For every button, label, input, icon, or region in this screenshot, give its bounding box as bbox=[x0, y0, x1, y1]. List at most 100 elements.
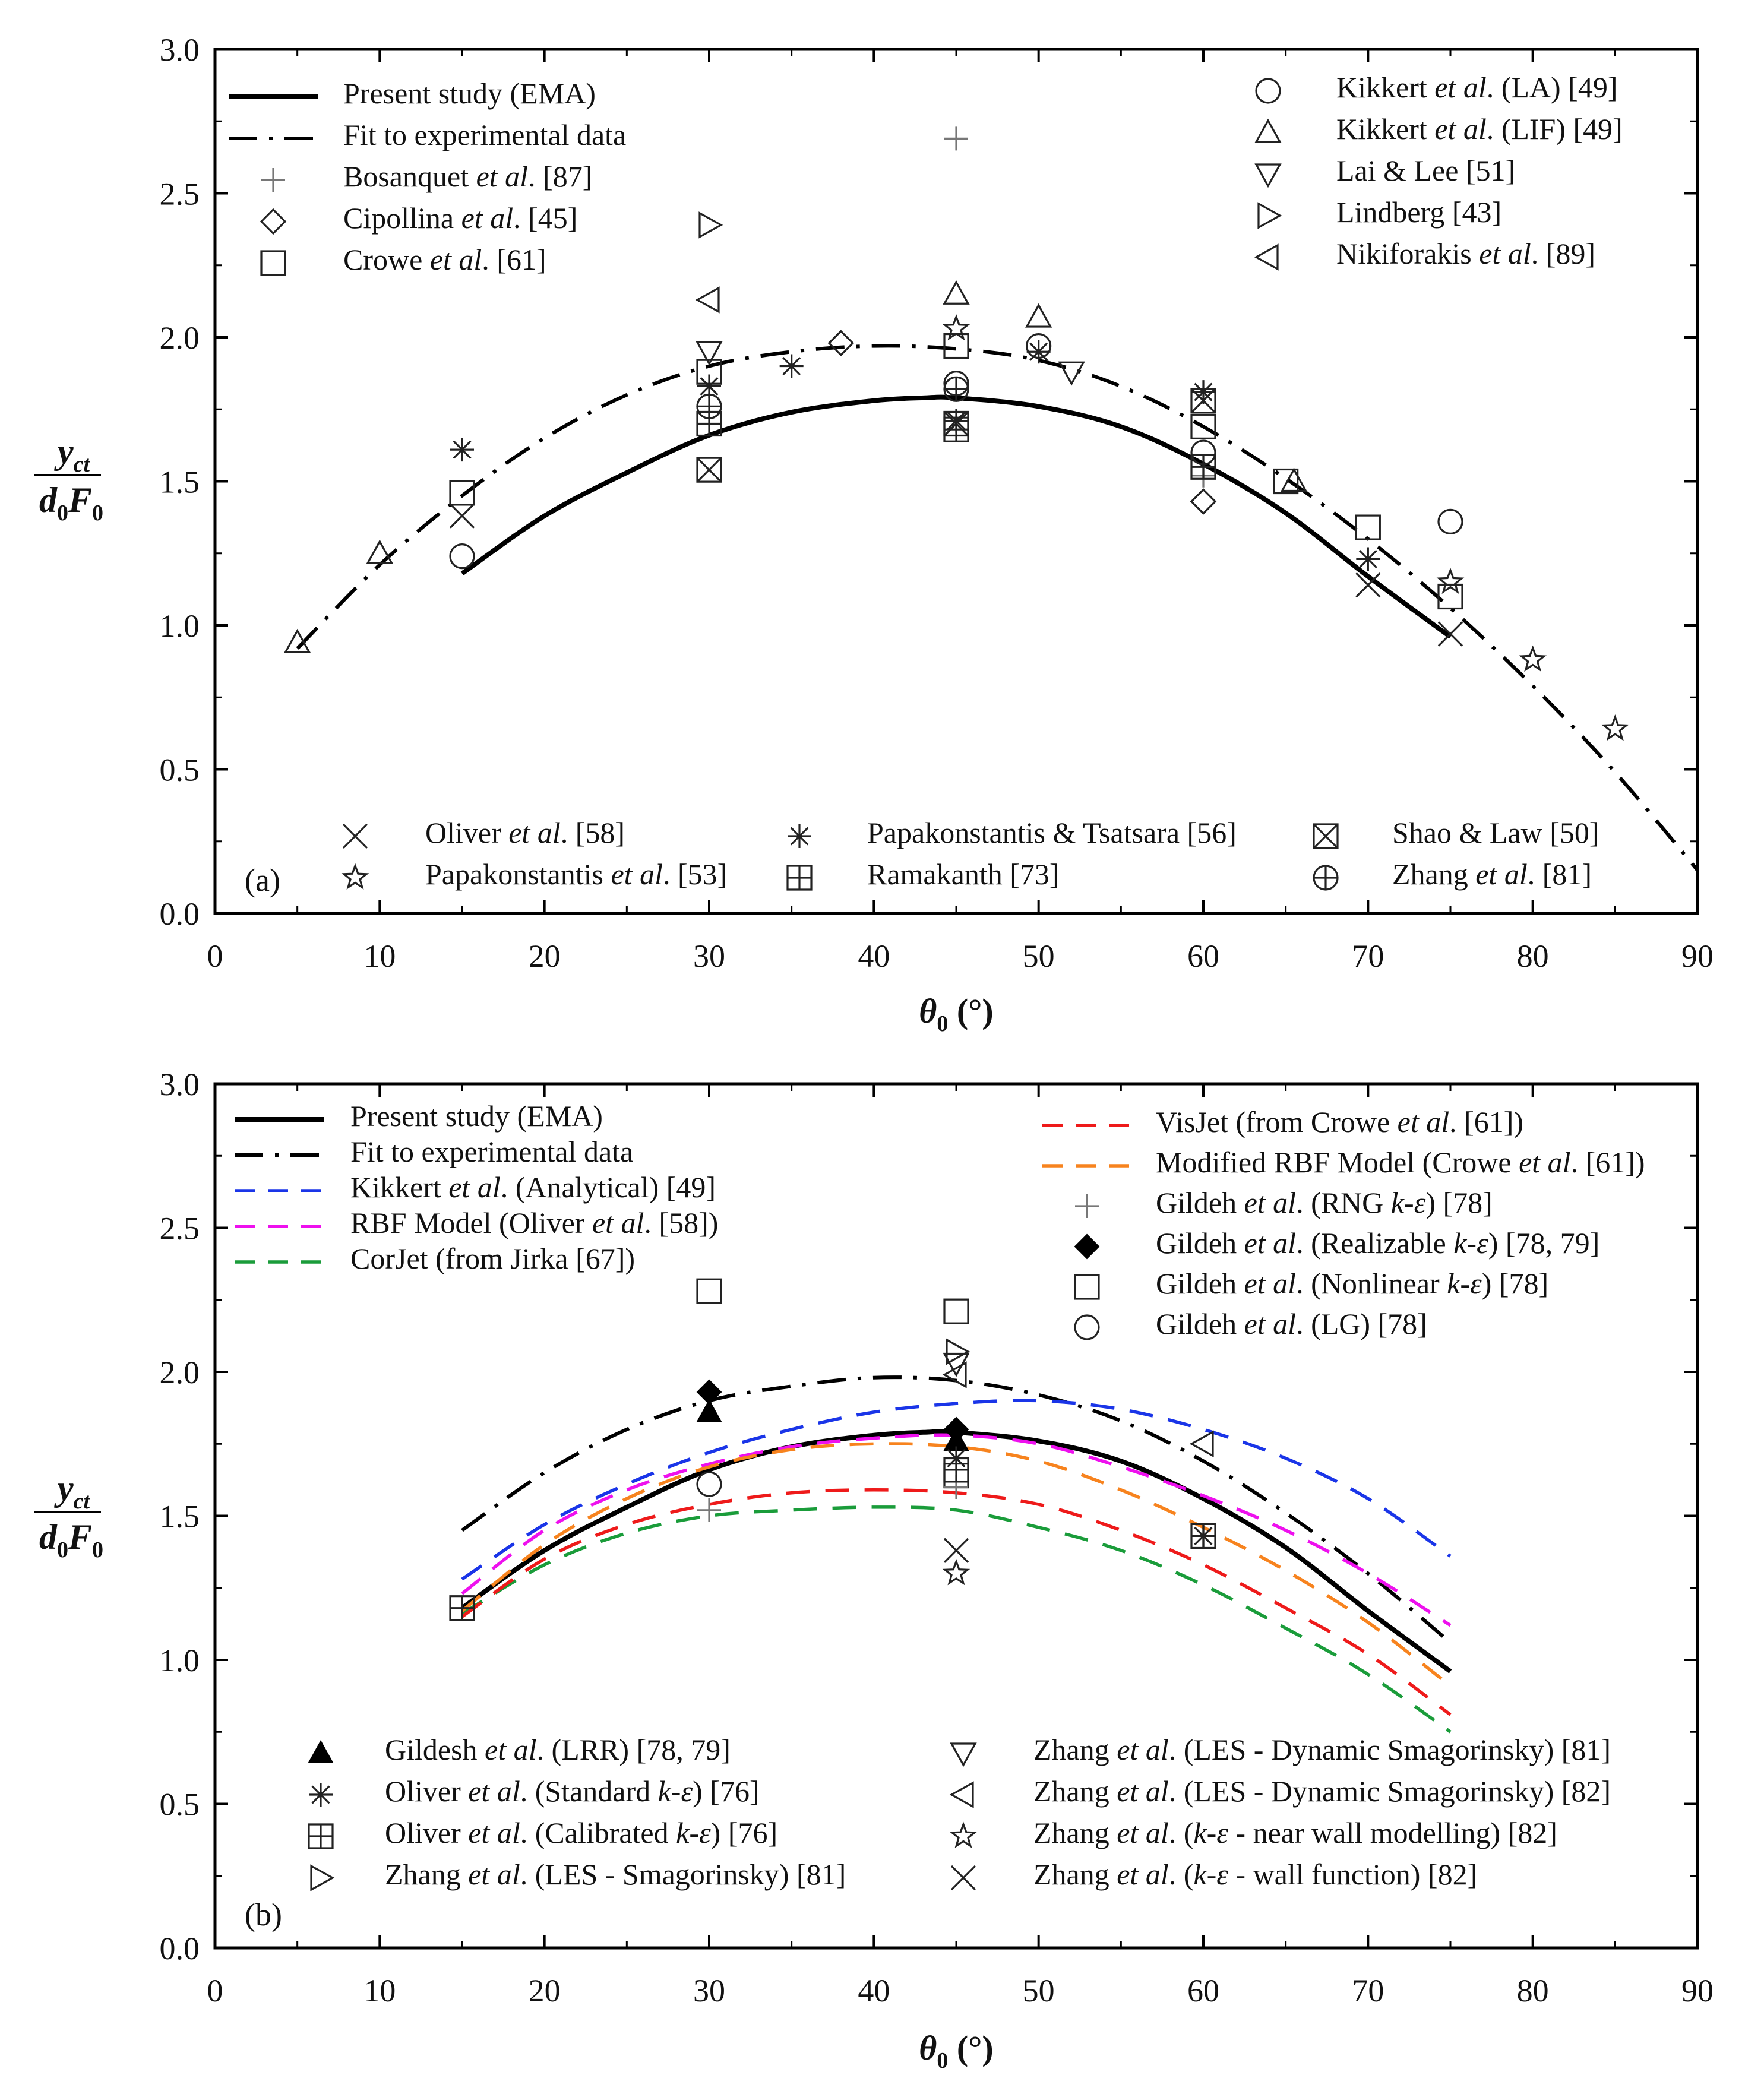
y-axis-title-numerator: yct bbox=[54, 432, 91, 477]
legend-entry: Zhang et al. (LES - Smagorinsky) [81] bbox=[310, 1858, 846, 1891]
legend-entry: Papakonstantis & Tsatsara [56] bbox=[788, 816, 1237, 849]
panel-label: (a) bbox=[245, 862, 280, 898]
legend-label: Zhang et al. (k-ε - wall function) [82] bbox=[1033, 1858, 1477, 1891]
legend-label: Kikkert et al. (LA) [49] bbox=[1336, 71, 1617, 104]
legend-label: Nikiforakis et al. [89] bbox=[1336, 237, 1595, 270]
data-point-star bbox=[942, 314, 970, 341]
x-tick-label: 50 bbox=[1023, 938, 1055, 974]
y-tick-label: 0.0 bbox=[160, 896, 200, 932]
x-tick-label: 60 bbox=[1187, 1973, 1219, 2008]
legend-square-marker bbox=[1074, 1274, 1100, 1300]
data-point-diamond bbox=[1190, 488, 1217, 515]
data-point-triangle-left bbox=[942, 1361, 967, 1388]
data-point-boxed-x bbox=[943, 410, 969, 437]
legend-label: Papakonstantis & Tsatsara [56] bbox=[867, 816, 1237, 849]
data-point-boxed-plus bbox=[449, 1595, 475, 1621]
x-tick-label: 40 bbox=[858, 1973, 890, 2008]
legend-entry: VisJet (from Crowe et al. [61]) bbox=[1042, 1105, 1523, 1138]
series-line-present bbox=[460, 394, 1452, 639]
legend-plus-marker bbox=[261, 168, 285, 192]
legend-label: Gildesh et al. (LRR) [78, 79] bbox=[385, 1733, 731, 1766]
legend-label: Zhang et al. (k-ε - near wall modelling)… bbox=[1033, 1816, 1557, 1849]
data-point-x-cross bbox=[1355, 572, 1381, 598]
data-point-square bbox=[1355, 514, 1381, 540]
data-point-boxed-plus bbox=[943, 1457, 969, 1483]
data-point-x-cross bbox=[449, 503, 475, 529]
legend-label: Zhang et al. (LES - Smagorinsky) [81] bbox=[385, 1858, 846, 1891]
y-tick-label: 3.0 bbox=[160, 1067, 200, 1102]
legend-entry: RBF Model (Oliver et al. [58]) bbox=[235, 1206, 718, 1239]
x-tick-label: 30 bbox=[693, 938, 725, 974]
legend-label: Modified RBF Model (Crowe et al. [61]) bbox=[1156, 1146, 1645, 1179]
data-point-square bbox=[1190, 413, 1216, 439]
x-tick-label: 60 bbox=[1187, 938, 1219, 974]
legend-label: Fit to experimental data bbox=[343, 118, 626, 151]
legend-label: Present study (EMA) bbox=[343, 77, 596, 110]
y-tick-label: 0.0 bbox=[160, 1931, 200, 1966]
legend-entry: Modified RBF Model (Crowe et al. [61]) bbox=[1042, 1146, 1645, 1179]
legend-entry: Ramakanth [73] bbox=[786, 858, 1060, 891]
data-point-asterisk bbox=[450, 438, 474, 462]
series-line-fit bbox=[461, 1375, 1452, 1644]
legend-entry: Gildeh et al. (LG) [78] bbox=[1074, 1307, 1427, 1340]
data-point-boxed-plus bbox=[1190, 454, 1216, 480]
data-point-asterisk bbox=[779, 354, 804, 378]
legend-label: Bosanquet et al. [87] bbox=[343, 160, 592, 193]
legend-entry: Lindberg [43] bbox=[1257, 195, 1501, 229]
data-point-plus bbox=[697, 1498, 721, 1522]
y-tick-label: 3.0 bbox=[160, 32, 200, 68]
series-line-corjet bbox=[461, 1505, 1452, 1734]
legend-asterisk-marker bbox=[788, 824, 811, 848]
legend-label: Gildeh et al. (RNG k-ε) [78] bbox=[1156, 1186, 1493, 1219]
legend-triangle-down-marker bbox=[950, 1742, 977, 1767]
data-point-asterisk bbox=[1356, 547, 1380, 571]
y-tick-label: 1.5 bbox=[160, 464, 200, 500]
legend-boxed-plus-marker bbox=[308, 1823, 334, 1849]
data-point-triangle-up bbox=[1025, 303, 1052, 328]
data-point-asterisk bbox=[697, 374, 721, 398]
series-line-present bbox=[460, 1429, 1452, 1674]
x-tick-label: 10 bbox=[363, 938, 396, 974]
legend-triangle-right-marker bbox=[310, 1864, 335, 1891]
chart-panel-b: 0 10 20 30 40 50 60 70 80 90 0.0 0.5 1.0 1.5 2.0 2.5 3.0… bbox=[34, 1067, 1714, 2073]
legend-label: Kikkert et al. (Analytical) [49] bbox=[350, 1171, 716, 1204]
series-line-kikkert bbox=[461, 1399, 1452, 1581]
y-tick-label: 1.0 bbox=[160, 608, 200, 644]
data-point-star bbox=[1519, 645, 1547, 672]
legend-entry: Fit to experimental data bbox=[229, 118, 626, 151]
series-line-modrbf bbox=[461, 1442, 1452, 1687]
y-axis-title-denominator: d0F0 bbox=[39, 480, 103, 526]
x-axis: 0 10 20 30 40 50 60 70 80 90 bbox=[207, 49, 1714, 974]
x-tick-label: 0 bbox=[207, 938, 223, 974]
legend-star-marker bbox=[341, 863, 369, 890]
legend: Present study (EMA)Fit to experimental d… bbox=[235, 1099, 1645, 1891]
panel-label: (b) bbox=[245, 1897, 282, 1932]
series-line-fit bbox=[296, 344, 1699, 872]
data-point-square bbox=[1273, 468, 1299, 495]
data-point-triangle-left bbox=[1189, 1430, 1214, 1457]
x-tick-label: 30 bbox=[693, 1973, 725, 2008]
legend-circle-plus-marker bbox=[1313, 865, 1339, 891]
legend-label: Zhang et al. [81] bbox=[1392, 858, 1592, 891]
legend-entry: Cipollina et al. [45] bbox=[260, 201, 577, 235]
data-points bbox=[283, 126, 1629, 741]
legend-entry: Oliver et al. (Calibrated k-ε) [76] bbox=[308, 1816, 777, 1849]
legend-circle-marker bbox=[1074, 1314, 1100, 1340]
chart-panel-a: 0 10 20 30 40 50 60 70 80 90 0.0 0.5 1.0 1.5 2.0 2.5 3.0… bbox=[34, 32, 1714, 1036]
data-point-circle bbox=[449, 543, 475, 570]
data-point-square bbox=[449, 480, 475, 506]
x-tick-label: 90 bbox=[1681, 938, 1714, 974]
x-axis-title: θ0 (°) bbox=[919, 2029, 993, 2073]
legend-filled-diamond-marker bbox=[1074, 1233, 1100, 1260]
data-point-filled-triangle bbox=[696, 1399, 722, 1422]
legend-triangle-up-marker bbox=[1254, 118, 1282, 143]
legend-label: Gildeh et al. (Realizable k-ε) [78, 79] bbox=[1156, 1226, 1599, 1260]
series-lines bbox=[296, 344, 1699, 872]
data-point-circle bbox=[696, 1471, 722, 1497]
data-point-circle bbox=[1437, 508, 1463, 535]
legend-diamond-marker bbox=[260, 208, 287, 235]
data-point-boxed-plus bbox=[1190, 1523, 1216, 1549]
y-axis-title-numerator: yct bbox=[54, 1469, 91, 1514]
